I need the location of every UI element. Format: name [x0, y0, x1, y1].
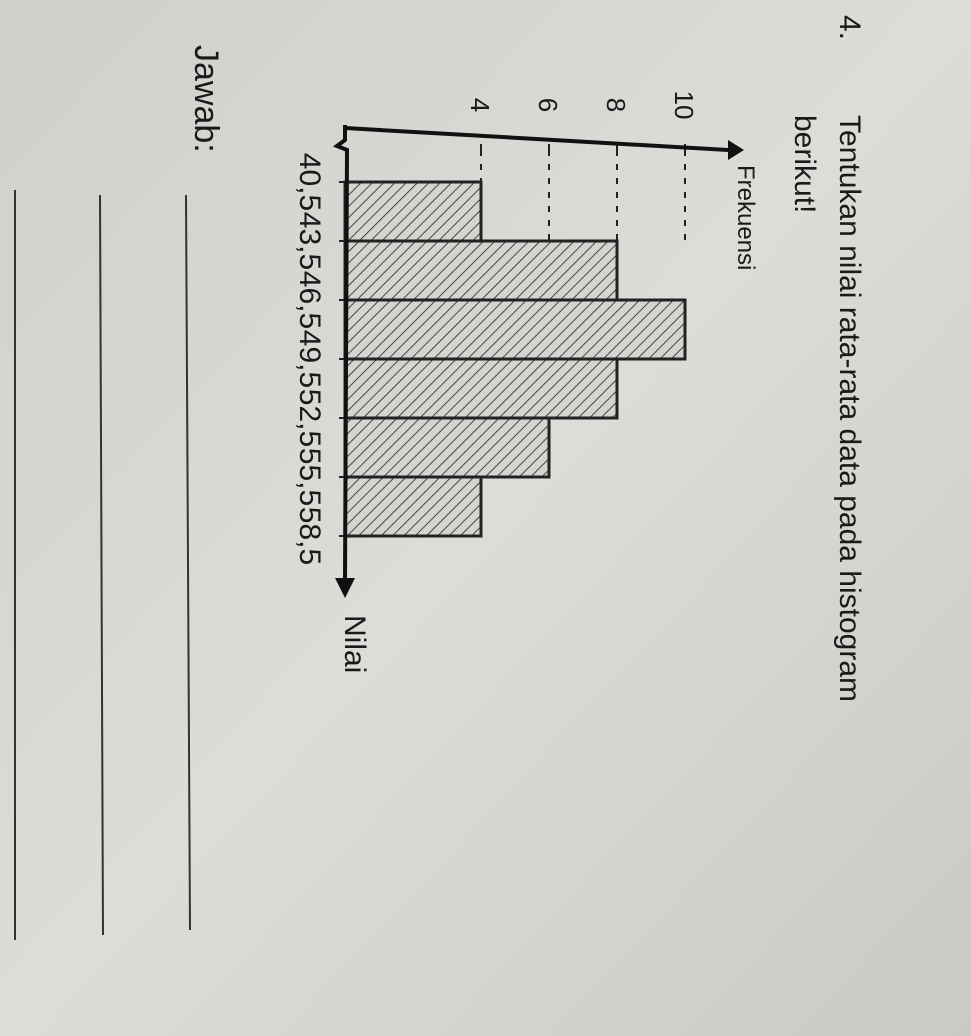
- x-tick-label: 46,5: [293, 271, 326, 329]
- value-axis: [332, 125, 350, 581]
- axis-arrow: [728, 140, 744, 160]
- answer-line: [99, 194, 104, 936]
- answer-label: Jawab:: [187, 45, 225, 153]
- frequency-axis: [344, 126, 729, 152]
- bar: [343, 475, 483, 538]
- y-tick-label: 8: [601, 98, 631, 112]
- question-number: 4.: [833, 15, 866, 40]
- histogram: 4 6 8 10 40,543,546,549,552,555,558,5 Frekuen…: [293, 91, 759, 674]
- bar: [343, 239, 619, 302]
- bar: [343, 298, 687, 361]
- bar: [343, 357, 619, 420]
- question-text: Tentukan nilai rata-rata data pada histo…: [833, 115, 866, 702]
- bar: [343, 416, 551, 479]
- y-tick-label: 10: [669, 91, 699, 120]
- axis-arrow: [335, 578, 355, 598]
- x-tick-label: 43,5: [293, 212, 326, 270]
- x-tick-label: 55,5: [293, 448, 326, 506]
- x-tick-label: 52,5: [293, 389, 326, 447]
- y-tick-label: 4: [465, 98, 495, 112]
- question-text: berikut!: [788, 115, 821, 213]
- x-tick-label: 58,5: [293, 507, 326, 565]
- bar: [343, 180, 483, 243]
- x-axis-label: Nilai: [338, 615, 371, 673]
- y-axis-label: Frekuensi: [732, 165, 759, 270]
- answer-line: [185, 194, 191, 931]
- x-tick-label: 49,5: [293, 330, 326, 388]
- x-tick-label: 40,5: [293, 153, 326, 211]
- y-tick-label: 6: [533, 98, 563, 112]
